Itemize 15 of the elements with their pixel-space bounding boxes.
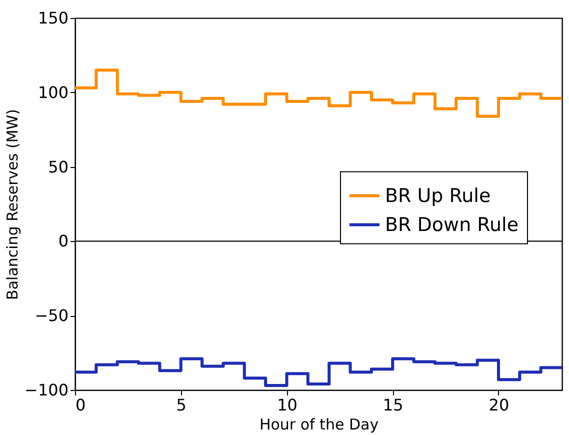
y-tick-label: 0 xyxy=(58,232,68,251)
x-tick-label: 15 xyxy=(382,396,404,414)
x-tick-label: 10 xyxy=(277,396,298,414)
x-tick-label: 5 xyxy=(176,396,186,414)
y-tick-label: 150 xyxy=(38,8,68,28)
y-tick-label: −50 xyxy=(34,306,68,326)
x-tick-label: 20 xyxy=(488,396,510,414)
y-tick-label: −100 xyxy=(24,380,68,400)
legend-label: BR Up Rule xyxy=(385,184,491,207)
legend-label: BR Down Rule xyxy=(385,214,519,236)
y-axis-title: Balancing Reserves (MW) xyxy=(4,109,22,300)
y-tick-label: 50 xyxy=(48,157,68,176)
x-tick-label: 0 xyxy=(76,396,86,414)
y-tick-label: 100 xyxy=(38,82,68,102)
x-axis-title: Hour of the Day xyxy=(259,416,379,434)
